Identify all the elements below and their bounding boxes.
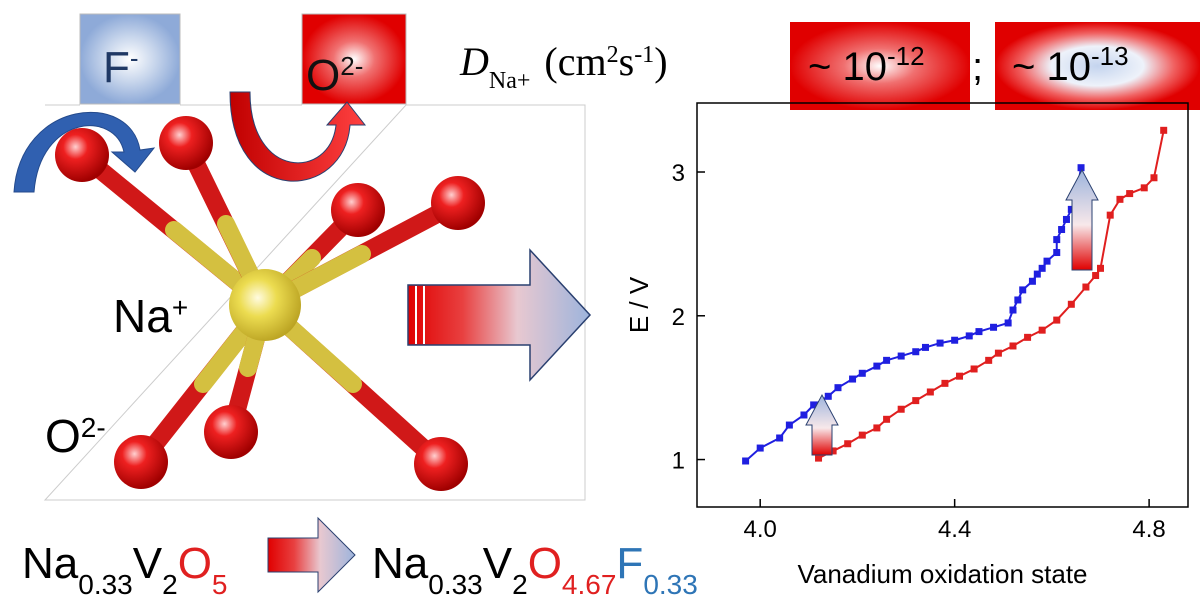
- data-point: [951, 337, 958, 344]
- data-point: [1009, 342, 1016, 349]
- data-point: [1082, 284, 1089, 291]
- data-point: [1005, 319, 1012, 326]
- figure: F- O2- Na+ O2- DNa+(cm2s-1) ~ 10-12 ; ~ …: [0, 0, 1200, 597]
- data-point: [898, 353, 905, 360]
- data-point: [956, 373, 963, 380]
- data-point: [873, 363, 880, 370]
- data-point: [971, 365, 978, 372]
- data-point: [1058, 226, 1065, 233]
- oxygen-label: O2-: [45, 410, 106, 462]
- y-tick-label: 3: [672, 160, 685, 187]
- y-tick-label: 1: [672, 448, 685, 475]
- y-axis-label: E / V: [624, 276, 654, 333]
- data-point: [1039, 327, 1046, 334]
- x-tick-label: 4.4: [938, 516, 971, 543]
- data-point: [1053, 249, 1060, 256]
- reactant: Na0.33V2O5: [22, 539, 228, 597]
- data-point: [825, 393, 832, 400]
- data-point: [1150, 174, 1157, 181]
- data-point: [1009, 307, 1016, 314]
- data-point: [990, 324, 997, 331]
- data-point: [859, 370, 866, 377]
- reaction-arrow: [268, 518, 355, 592]
- data-point: [922, 344, 929, 351]
- big-arrow: [408, 250, 590, 380]
- x-tick-label: 4.0: [744, 516, 777, 543]
- data-point: [912, 397, 919, 404]
- data-point: [1107, 212, 1114, 219]
- data-point: [1044, 258, 1051, 265]
- data-point: [898, 406, 905, 413]
- data-point: [883, 357, 890, 364]
- data-point: [1126, 190, 1133, 197]
- separator: ;: [972, 45, 983, 89]
- product: Na0.33V2O4.67F0.33: [372, 539, 698, 597]
- data-point: [757, 445, 764, 452]
- data-point: [1068, 301, 1075, 308]
- data-point: [1063, 216, 1070, 223]
- x-tick-label: 4.8: [1132, 516, 1165, 543]
- data-point: [1014, 296, 1021, 303]
- data-point: [912, 348, 919, 355]
- data-point: [1019, 286, 1026, 293]
- series-line: [819, 130, 1164, 458]
- x-axis-label: Vanadium oxidation state: [797, 559, 1087, 589]
- data-point: [1053, 236, 1060, 243]
- data-point: [849, 376, 856, 383]
- data-point: [1078, 164, 1085, 171]
- data-point: [1092, 272, 1099, 279]
- y-tick-label: 2: [672, 304, 685, 331]
- data-point: [742, 457, 749, 464]
- data-point: [800, 411, 807, 418]
- data-point: [844, 440, 851, 447]
- data-point: [786, 422, 793, 429]
- diffusion-label: DNa+(cm2s-1): [459, 39, 668, 94]
- data-point: [873, 424, 880, 431]
- data-point: [859, 432, 866, 439]
- data-point: [1039, 265, 1046, 272]
- plot-frame: [697, 103, 1188, 507]
- data-point: [1116, 196, 1123, 203]
- chart-arrow: [1066, 170, 1098, 270]
- data-point: [1029, 278, 1036, 285]
- data-point: [815, 455, 822, 462]
- data-point: [995, 350, 1002, 357]
- data-point: [985, 357, 992, 364]
- data-point: [975, 328, 982, 335]
- data-point: [883, 416, 890, 423]
- sodium-label: Na+: [113, 290, 188, 342]
- data-point: [927, 388, 934, 395]
- data-point: [966, 332, 973, 339]
- data-point: [1160, 127, 1167, 134]
- data-point: [834, 384, 841, 391]
- data-point: [1097, 265, 1104, 272]
- data-point: [776, 434, 783, 441]
- data-point: [1141, 184, 1148, 191]
- data-point: [937, 340, 944, 347]
- data-point: [941, 380, 948, 387]
- series-line: [746, 168, 1081, 461]
- data-point: [1024, 334, 1031, 341]
- data-point: [1053, 317, 1060, 324]
